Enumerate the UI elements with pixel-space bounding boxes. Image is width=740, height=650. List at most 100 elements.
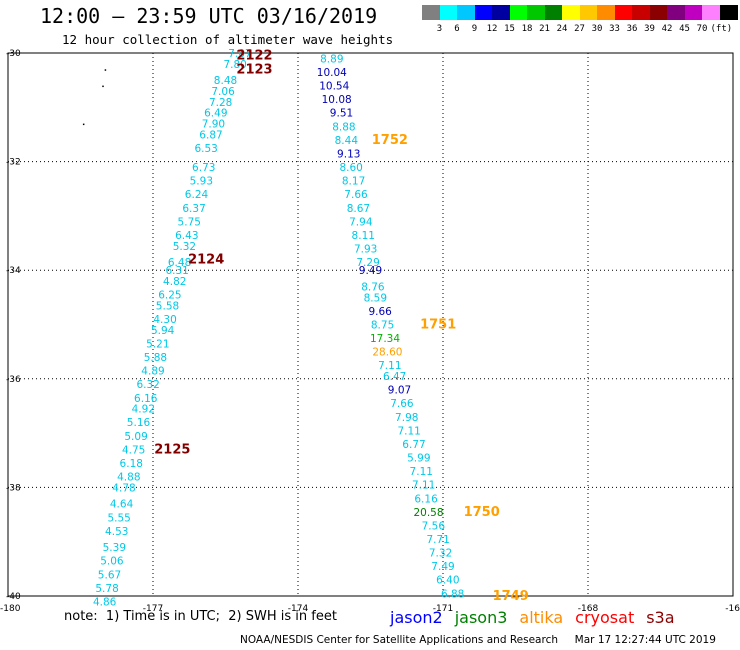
wave-height-value: 7.11: [397, 425, 420, 437]
latitude-label: -30: [6, 49, 21, 59]
legend-item-jason2: jason2: [390, 608, 443, 627]
latitude-label: -38: [6, 483, 21, 493]
longitude-label: -171: [433, 604, 453, 614]
time-label: 2122: [236, 49, 272, 64]
wave-height-value: 17.34: [370, 333, 400, 345]
wave-height-value: 4.78: [112, 482, 135, 494]
wave-height-value: 5.94: [151, 325, 175, 337]
wave-height-value: 7.94: [349, 216, 373, 228]
scale-swatch: [579, 5, 598, 20]
wave-height-value: 8.17: [342, 176, 365, 188]
wave-height-value: 6.77: [402, 439, 425, 451]
scale-label: 9: [471, 24, 478, 34]
scale-swatch: [667, 5, 685, 20]
wave-height-value: 6.24: [185, 189, 209, 201]
time-label: 2125: [154, 442, 190, 457]
scale-swatch: [632, 5, 650, 20]
time-label: 1749: [493, 589, 529, 604]
scale-swatch: [684, 5, 703, 20]
latitude-label: -40: [6, 592, 21, 602]
wave-height-value: 5.67: [98, 569, 121, 581]
scale-swatch: [719, 5, 738, 20]
wave-height-value: 5.78: [95, 583, 118, 595]
scale-label: 27: [574, 24, 585, 34]
wave-height-value: 6.16: [414, 493, 438, 505]
longitude-label: -174: [288, 604, 309, 614]
island-dot: [82, 123, 85, 126]
longitude-label: -16: [725, 604, 740, 614]
wave-height-value: 6.40: [436, 575, 459, 587]
scale-swatch: [649, 5, 668, 20]
scale-label: 24: [556, 24, 568, 34]
time-label: 1750: [464, 505, 500, 520]
scale-label: 39: [644, 24, 655, 34]
longitude-label: -180: [0, 604, 21, 614]
wave-height-value: 6.31: [165, 265, 188, 277]
scale-label: 21: [539, 24, 550, 34]
wave-height-value: 7.11: [412, 480, 435, 492]
wave-height-value: 4.53: [105, 526, 128, 538]
wave-height-value: 6.43: [175, 230, 198, 242]
scale-label: 18: [521, 24, 533, 34]
wave-height-value: 6.32: [136, 379, 159, 391]
scale-label: 70: [696, 24, 708, 34]
scale-swatch: [527, 5, 545, 20]
scale-swatch: [597, 5, 615, 20]
wave-height-value: 6.88: [441, 588, 464, 600]
wave-height-value: 10.54: [319, 81, 349, 93]
wave-height-value: 4.64: [110, 499, 134, 511]
wave-height-value: 10.08: [322, 94, 352, 106]
credit-footer: NOAA/NESDIS Center for Satellite Applica…: [240, 634, 716, 646]
wave-height-value: 7.49: [431, 561, 454, 573]
wave-height-value: 6.16: [134, 393, 158, 405]
wave-height-value: 6.73: [192, 162, 215, 174]
scale-swatch: [422, 5, 440, 20]
wave-height-value: 20.58: [413, 507, 443, 519]
wave-height-value: 8.44: [335, 135, 359, 147]
page-subtitle: 12 hour collection of altimeter wave hei…: [62, 32, 394, 47]
wave-height-value: 8.67: [347, 203, 370, 215]
island-dot: [102, 85, 104, 88]
wave-height-value: 7.66: [390, 398, 414, 410]
scale-swatch: [614, 5, 633, 20]
wave-height-value: 9.66: [368, 306, 392, 318]
scale-label: 12: [486, 24, 498, 34]
wave-height-value: 5.88: [144, 352, 167, 364]
wave-height-value: 8.11: [352, 230, 375, 242]
satellite-legend: jason2 jason3 altika cryosat s3a: [390, 608, 687, 627]
scale-label: 45: [679, 24, 690, 34]
scale-swatch: [457, 5, 475, 20]
wave-height-value: 7.66: [344, 189, 368, 201]
wave-height-value: 4.86: [93, 596, 117, 608]
wave-height-value: 7.11: [378, 360, 401, 372]
wave-height-value: 7.90: [202, 119, 225, 131]
wave-height-value: 4.92: [132, 404, 155, 416]
wave-height-value: 9.51: [330, 108, 353, 120]
time-label: 2123: [236, 62, 272, 77]
scale-swatch: [474, 5, 493, 20]
legend-item-cryosat: cryosat: [575, 608, 635, 627]
latitude-label: -34: [6, 266, 21, 276]
latitude-label: -32: [6, 158, 21, 168]
scale-label: 42: [661, 24, 673, 34]
island-dot: [104, 69, 107, 71]
wave-height-value: 9.49: [359, 265, 382, 277]
wave-height-value: 5.99: [407, 453, 430, 465]
wave-height-value: 5.58: [156, 300, 179, 312]
wave-height-value: 4.89: [141, 366, 164, 378]
wave-height-value: 9.13: [337, 148, 360, 160]
wave-height-value: 8.48: [214, 75, 237, 87]
wave-height-value: 8.88: [332, 121, 355, 133]
wave-height-value: 28.60: [372, 347, 402, 359]
wave-height-value: 8.89: [320, 53, 343, 65]
wave-height-value: 6.48: [168, 257, 191, 269]
scale-swatch: [492, 5, 510, 20]
wave-height-value: 5.55: [107, 512, 130, 524]
scale-label: 30: [591, 24, 603, 34]
wave-height-value: 6.53: [194, 143, 217, 155]
scale-label: 36: [626, 24, 638, 34]
legend-item-s3a: s3a: [646, 608, 675, 627]
wave-height-value: 5.06: [100, 556, 124, 568]
scale-swatch: [702, 5, 720, 20]
